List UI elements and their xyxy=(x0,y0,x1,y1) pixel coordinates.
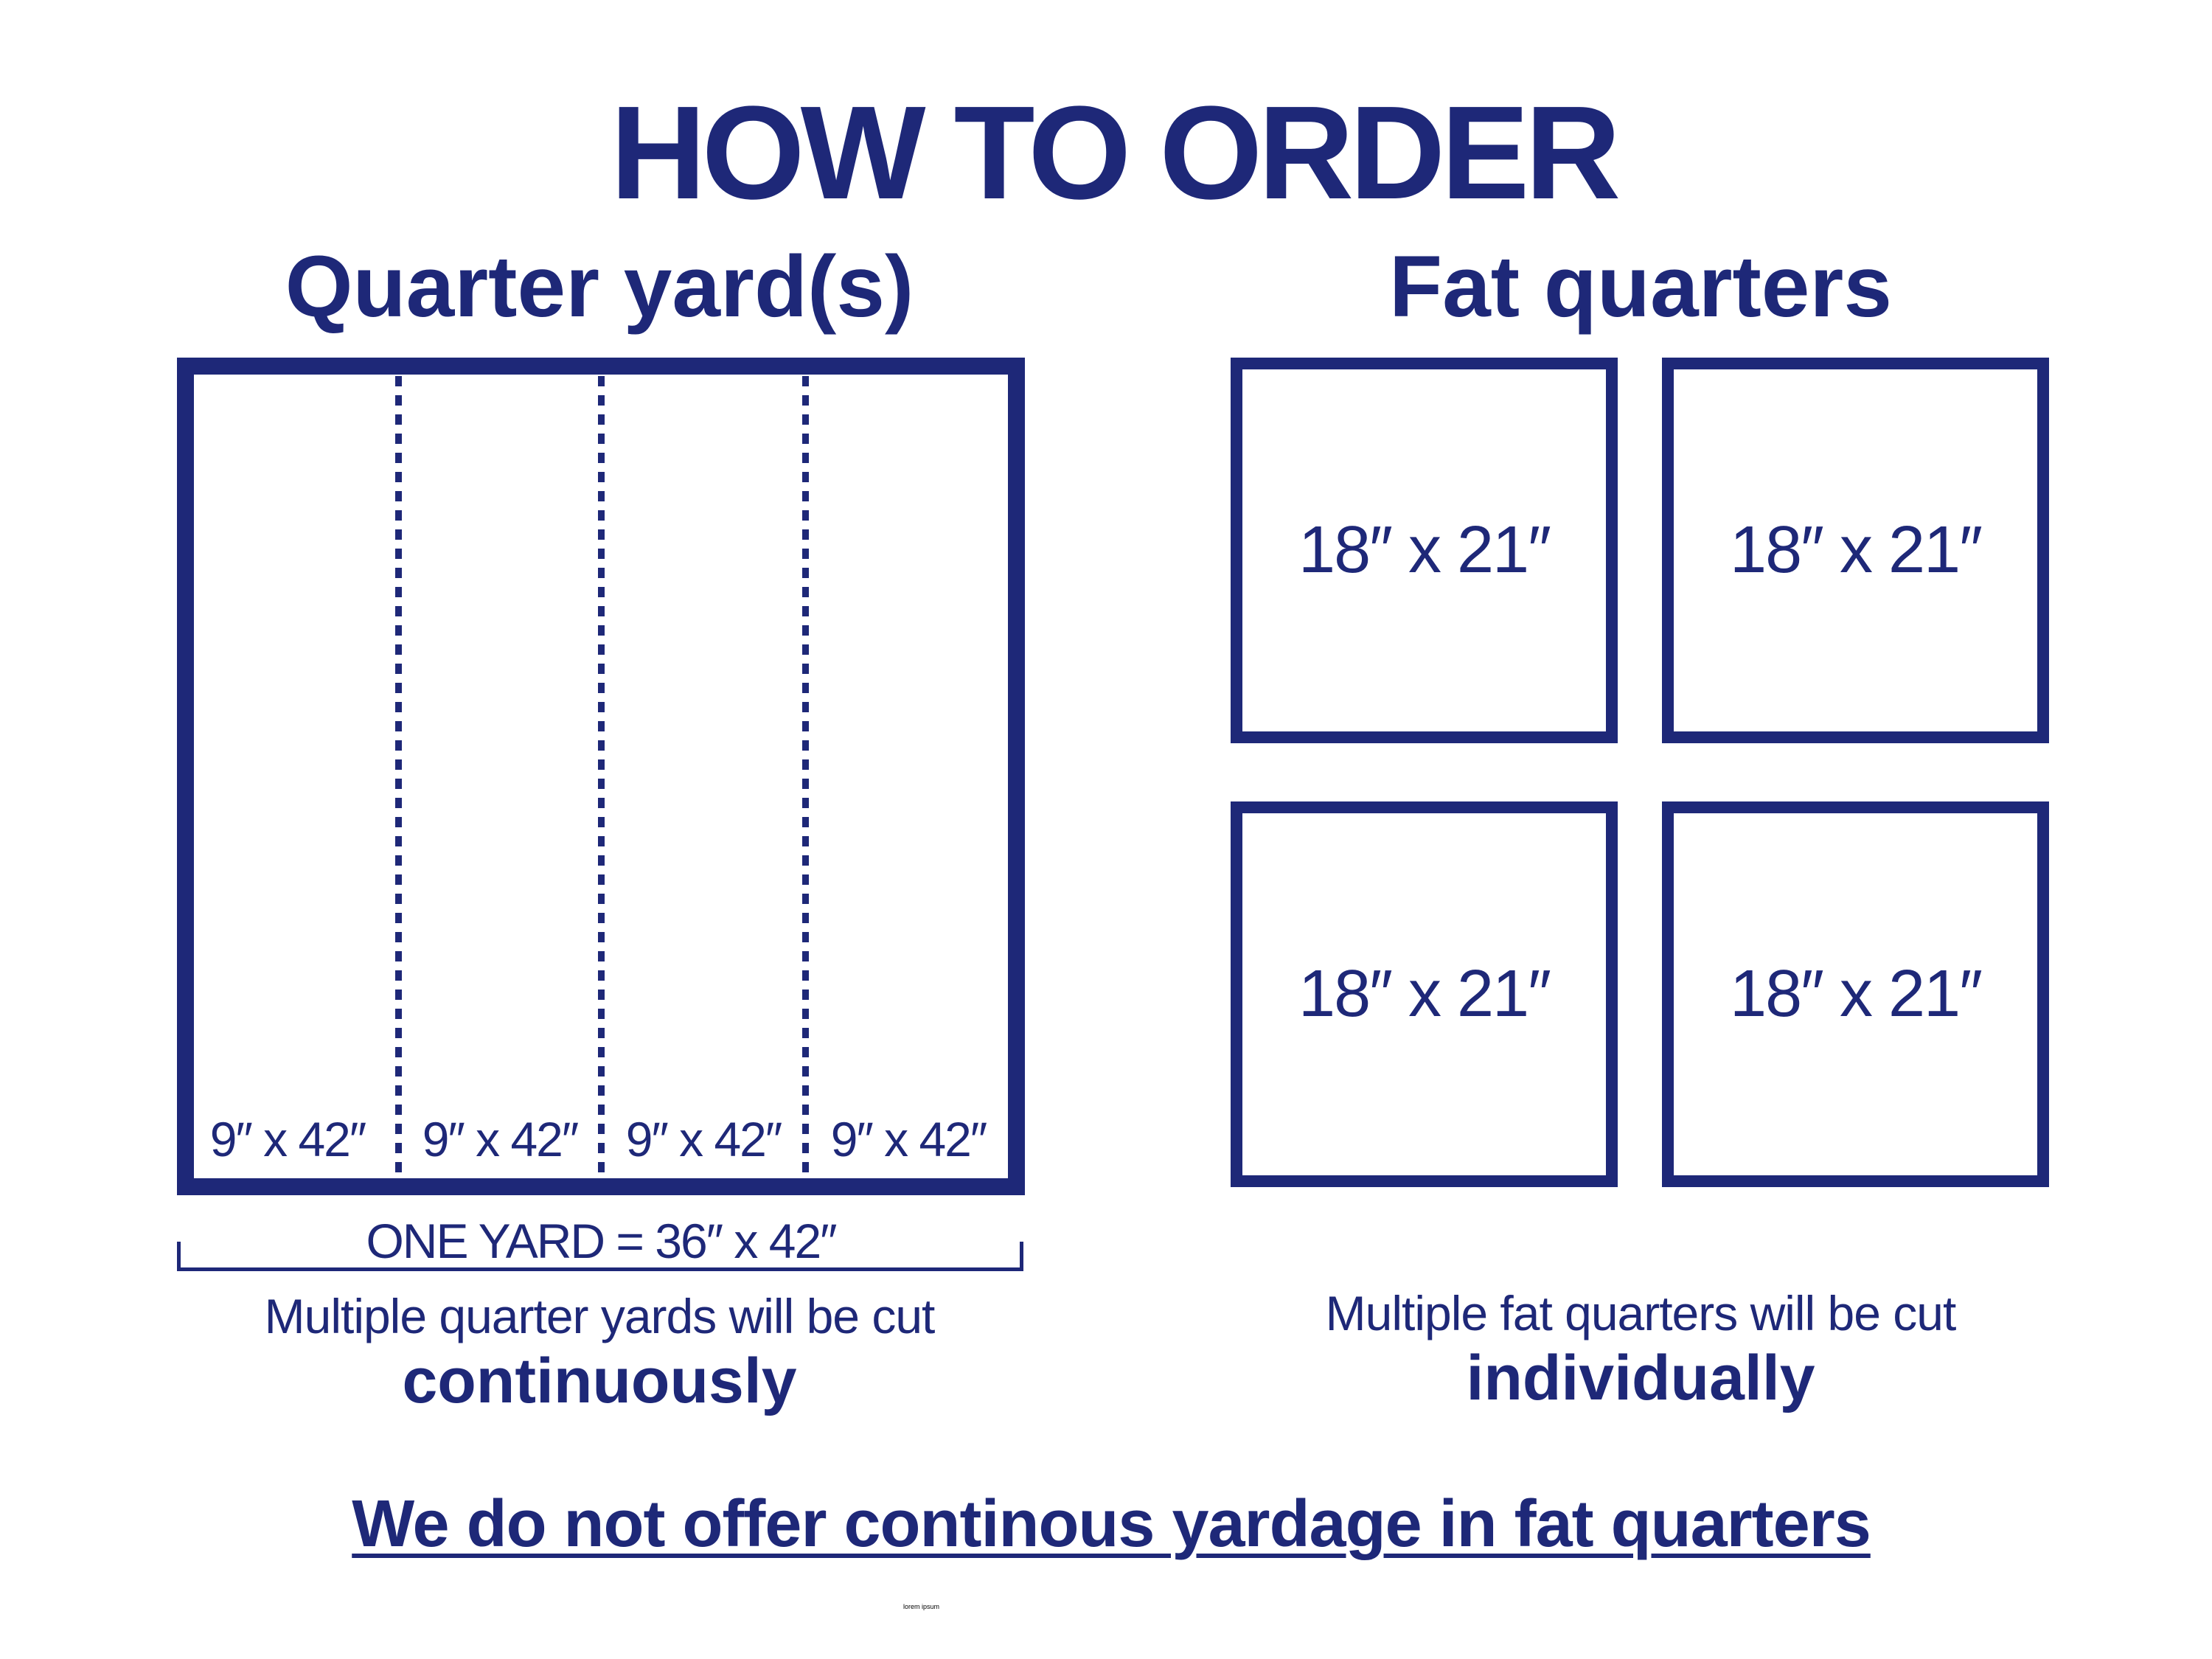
artifact-text: lorem ipsum xyxy=(903,1603,940,1610)
fat-quarters-heading: Fat quarters xyxy=(1389,238,1892,335)
page-title: HOW TO ORDER xyxy=(610,79,1621,227)
quarter-yard-note: Multiple quarter yards will be cut xyxy=(264,1289,936,1343)
fat-quarter-note: Multiple fat quarters will be cut xyxy=(1325,1286,1957,1340)
fat-quarter-piece: 18″ x 21″ xyxy=(1231,801,1618,1187)
cut-line xyxy=(598,376,605,1177)
strip-label: 9″ x 42″ xyxy=(625,1112,783,1166)
strip-label: 9″ x 42″ xyxy=(422,1112,580,1166)
footer-notice: We do not offer continous yardage in fat… xyxy=(352,1487,1871,1561)
strip-label: 9″ x 42″ xyxy=(209,1112,367,1166)
fat-quarter-emphasis: individually xyxy=(1466,1343,1815,1413)
quarter-yard-heading: Quarter yard(s) xyxy=(285,238,914,335)
dimension-bracket xyxy=(177,1242,1023,1271)
cut-line xyxy=(395,376,402,1177)
one-yard-diagram xyxy=(177,358,1025,1195)
fat-quarter-piece: 18″ x 21″ xyxy=(1231,358,1618,743)
one-yard-label: ONE YARD = 36″ x 42″ xyxy=(366,1214,837,1268)
quarter-yard-emphasis: continuously xyxy=(402,1346,797,1416)
strip-label: 9″ x 42″ xyxy=(830,1112,988,1166)
fat-quarter-piece: 18″ x 21″ xyxy=(1662,358,2049,743)
cut-line xyxy=(802,376,809,1177)
fat-quarter-piece: 18″ x 21″ xyxy=(1662,801,2049,1187)
